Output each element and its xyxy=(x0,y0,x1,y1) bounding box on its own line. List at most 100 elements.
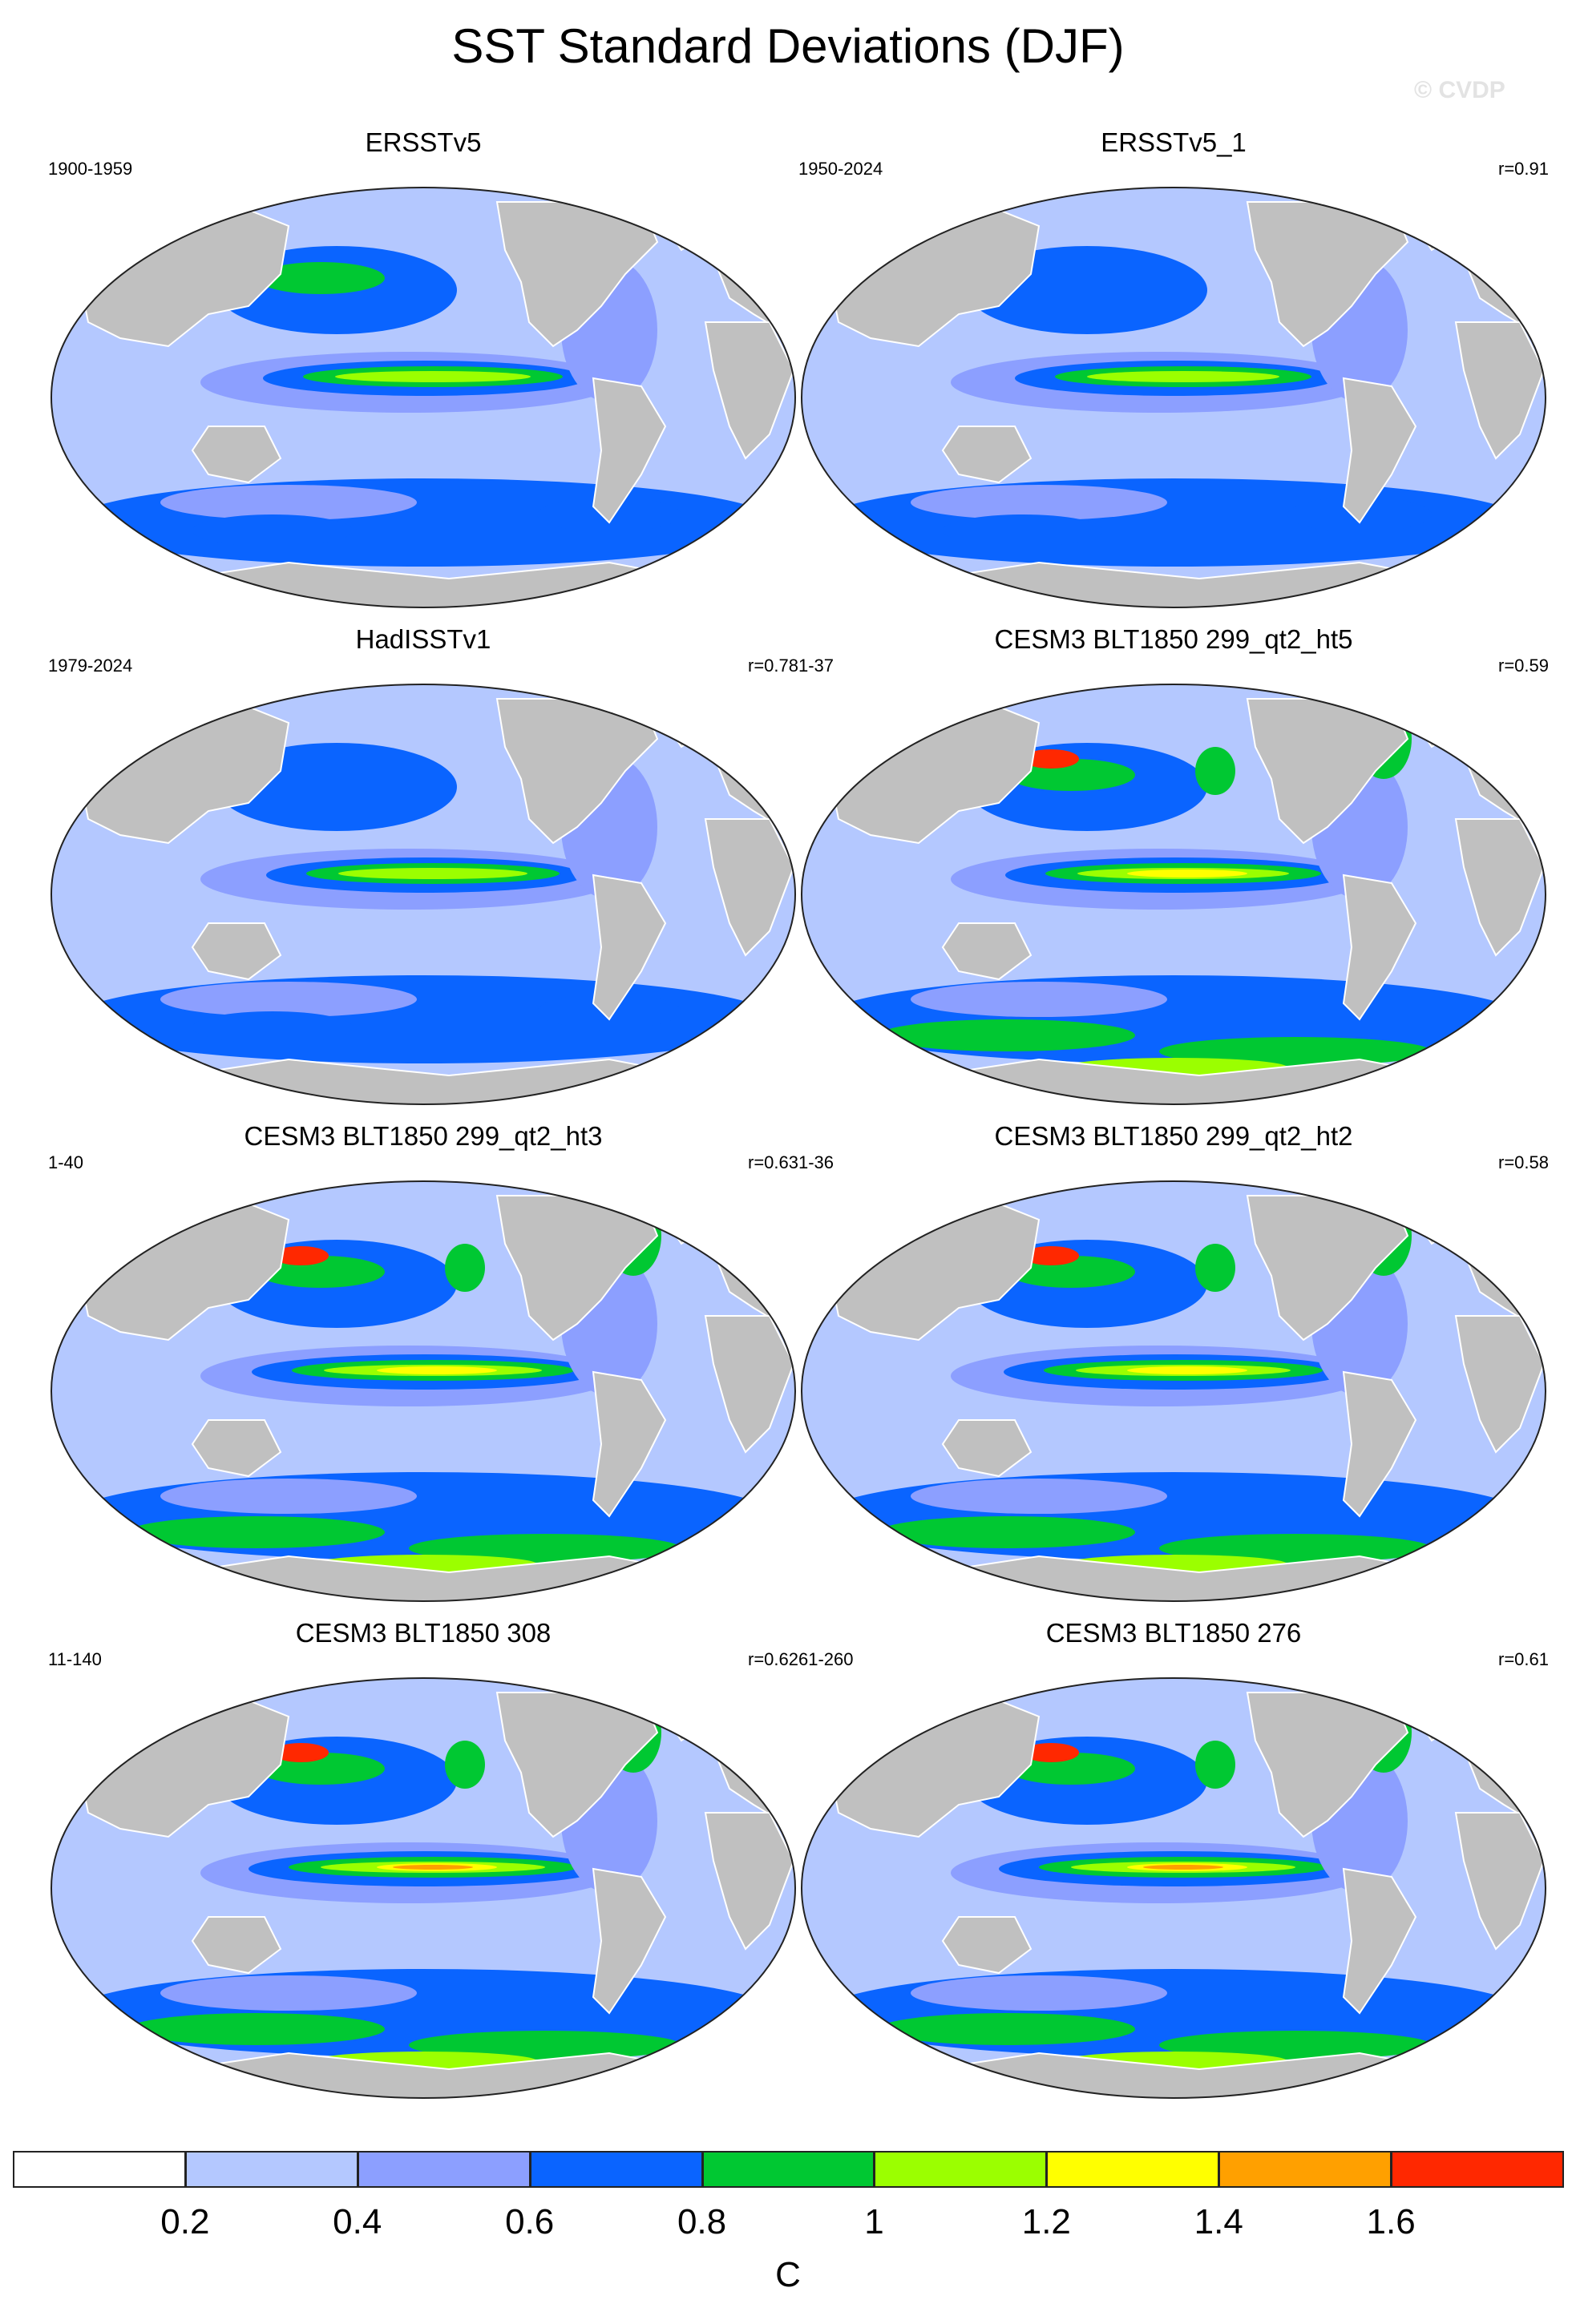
sst-contour-region xyxy=(128,2013,385,2045)
map-border xyxy=(51,684,796,1105)
africa-landmass xyxy=(1454,1812,1546,1951)
panel-title: CESM3 BLT1850 276 xyxy=(1045,1618,1302,1648)
australia-landmass xyxy=(191,922,282,981)
australia-landmass xyxy=(191,1419,282,1478)
panel-period: 1900-1959 xyxy=(48,159,133,179)
sst-contour-region xyxy=(1143,1865,1223,1870)
colorbar-swatch xyxy=(1391,2151,1564,2188)
map-panel: CESM3 BLT1850 299_qt2_ht3 1-40 r=0.63 xyxy=(48,1121,798,1603)
colorbar-swatch xyxy=(701,2151,875,2188)
world-map xyxy=(801,1180,1546,1602)
south-america-landmass xyxy=(1342,874,1417,1021)
world-map xyxy=(51,1677,796,2099)
panel-title: HadISSTv1 xyxy=(355,624,491,654)
sst-contour-region xyxy=(128,1516,385,1548)
map-border xyxy=(51,187,796,608)
colorbar-tick-label: 1.6 xyxy=(1366,2202,1416,2241)
colorbar-swatch xyxy=(184,2151,358,2188)
sst-contour-region xyxy=(257,262,385,294)
panel-period: 11-140 xyxy=(48,1649,102,1669)
sst-contour-region xyxy=(911,1975,1167,2011)
south-america-landmass xyxy=(592,874,667,1021)
south-america-landmass xyxy=(1342,1867,1417,2015)
sst-contour-region xyxy=(1127,1366,1247,1374)
map-border xyxy=(51,1677,796,2099)
australia-landmass xyxy=(941,1916,1032,1975)
world-map xyxy=(801,1677,1546,2099)
map-panel: CESM3 BLT1850 299_qt2_ht5 1-37 r=0.59 xyxy=(798,624,1549,1106)
map-panel: CESM3 BLT1850 308 11-140 r=0.62 xyxy=(48,1618,798,2100)
panel-correlation: r=0.91 xyxy=(1498,159,1549,179)
colorbar-swatch xyxy=(1218,2151,1392,2188)
colorbar-tick-label: 1.4 xyxy=(1194,2202,1243,2241)
australia-landmass xyxy=(941,1419,1032,1478)
panel-period: 1979-2024 xyxy=(48,656,133,676)
sst-contour-region xyxy=(1195,747,1235,795)
sst-contour-region xyxy=(160,1479,417,1514)
panel-period: 1950-2024 xyxy=(798,159,883,179)
sst-contour-region xyxy=(1023,1246,1079,1265)
figure-title: SST Standard Deviations (DJF) xyxy=(451,19,1125,73)
africa-landmass xyxy=(1454,321,1546,460)
colorbar-units: C xyxy=(775,2255,801,2294)
colorbar-swatch xyxy=(1046,2151,1220,2188)
colorbar-tick-label: 0.6 xyxy=(505,2202,555,2241)
colorbar-tick-label: 0.8 xyxy=(677,2202,727,2241)
sst-contour-region xyxy=(192,514,353,547)
panel-title: CESM3 BLT1850 299_qt2_ht2 xyxy=(994,1121,1353,1151)
colorbar-swatch xyxy=(357,2151,531,2188)
panel-period: 1-37 xyxy=(798,656,834,676)
colorbar-tick-label: 1.2 xyxy=(1021,2202,1071,2241)
world-map xyxy=(51,684,796,1105)
sst-contour-region xyxy=(1023,749,1079,769)
panel-title: ERSSTv5_1 xyxy=(1101,127,1247,157)
world-map xyxy=(51,187,796,608)
sst-contour-region xyxy=(1087,371,1279,382)
sst-contour-region xyxy=(335,371,531,382)
map-border xyxy=(801,1180,1546,1602)
panel-correlation: r=0.61 xyxy=(1498,1649,1549,1669)
sst-contour-region xyxy=(911,485,1167,520)
australia-landmass xyxy=(191,1916,282,1975)
colorbar-tick-label: 0.2 xyxy=(160,2202,210,2241)
sst-contour-region xyxy=(1159,1037,1432,1066)
australia-landmass xyxy=(941,922,1032,981)
panel-period: 1-36 xyxy=(798,1152,834,1172)
map-panel: HadISSTv1 1979-2024 r=0.78 xyxy=(48,624,798,1106)
sst-contour-region xyxy=(192,1011,353,1043)
sst-contour-region xyxy=(160,485,417,520)
panel-title: CESM3 BLT1850 299_qt2_ht3 xyxy=(244,1121,603,1151)
panel-correlation: r=0.78 xyxy=(748,656,798,676)
sst-contour-region xyxy=(1023,1743,1079,1762)
map-panel: ERSSTv5_1 1950-2024 r=0.91 xyxy=(798,127,1549,609)
panel-correlation: r=0.63 xyxy=(748,1152,798,1172)
africa-landmass xyxy=(704,1315,795,1454)
map-panel: CESM3 BLT1850 299_qt2_ht2 1-36 r=0.58 xyxy=(798,1121,1549,1603)
panel-correlation: r=0.58 xyxy=(1498,1152,1549,1172)
sst-contour-region xyxy=(879,2013,1135,2045)
south-america-landmass xyxy=(592,377,667,524)
cvdp-watermark: © CVDP xyxy=(1414,77,1505,103)
world-map xyxy=(801,684,1546,1105)
sst-contour-region xyxy=(911,1479,1167,1514)
africa-landmass xyxy=(704,1812,795,1951)
sst-contour-region xyxy=(393,1865,473,1870)
map-border xyxy=(51,1180,796,1602)
panel-period: 61-260 xyxy=(798,1649,854,1669)
colorbar-swatch xyxy=(874,2151,1048,2188)
sst-contour-region xyxy=(879,1516,1135,1548)
colorbar xyxy=(13,2151,1564,2188)
sst-contour-region xyxy=(273,1246,329,1265)
map-border xyxy=(801,1677,1546,2099)
panel-correlation: r=0.59 xyxy=(1498,656,1549,676)
map-border xyxy=(801,684,1546,1105)
south-america-landmass xyxy=(1342,1370,1417,1518)
panel-period: 1-40 xyxy=(48,1152,84,1172)
africa-landmass xyxy=(704,321,795,460)
colorbar-tick-label: 1 xyxy=(864,2202,884,2241)
africa-landmass xyxy=(1454,818,1546,957)
sst-contour-region xyxy=(911,982,1167,1017)
sst-contour-region xyxy=(1159,2031,1432,2060)
colorbar-tick-label: 0.4 xyxy=(333,2202,382,2241)
colorbar-swatch xyxy=(13,2151,186,2188)
